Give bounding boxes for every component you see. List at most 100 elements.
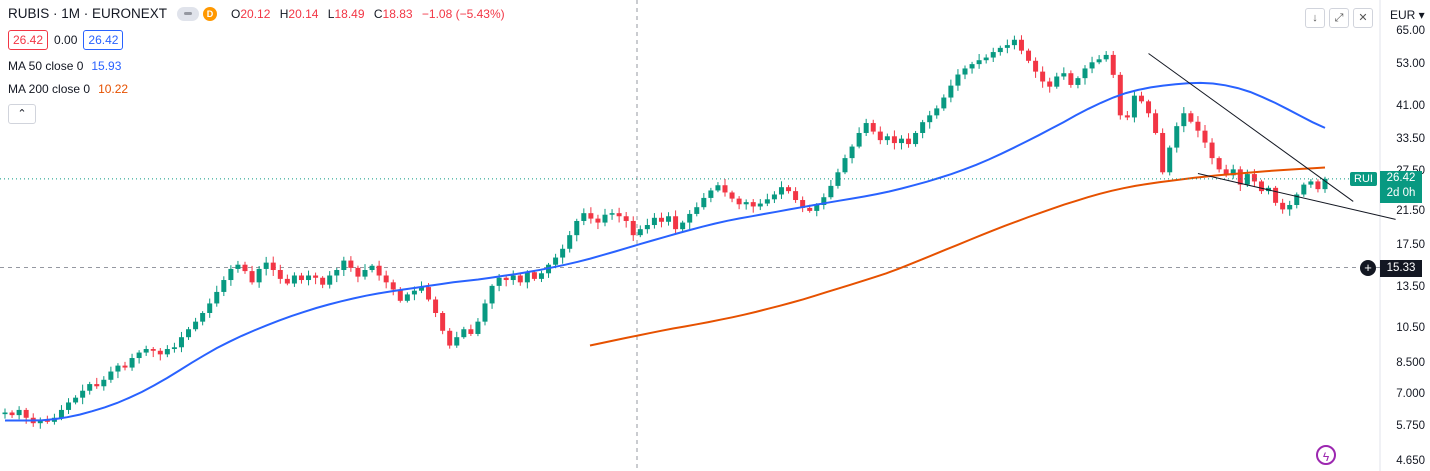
candle-body (920, 122, 926, 133)
candle-body (793, 191, 799, 201)
candle-body (171, 347, 177, 350)
candle-body (962, 68, 968, 75)
candle-body (1153, 113, 1159, 133)
candle-body (1103, 54, 1109, 60)
candle-body (807, 207, 813, 211)
candle-body (560, 248, 566, 258)
candle-body (856, 132, 862, 147)
candle-body (16, 409, 22, 416)
candle-body (320, 277, 326, 285)
candle-body (609, 213, 615, 215)
candle-body (418, 287, 424, 291)
candle-body (658, 217, 664, 222)
close-icon[interactable]: ✕ (1353, 8, 1373, 28)
candle-body (1110, 54, 1116, 75)
indicator-ma50[interactable]: MA 50 close 0 15.93 (8, 59, 511, 73)
visibility-toggle[interactable]: D (177, 6, 218, 21)
candle-body (376, 265, 382, 276)
candle-body (291, 275, 297, 284)
candle-body (955, 74, 961, 86)
price-tick-label: 17.50 (1396, 238, 1425, 251)
candle-body (221, 280, 227, 292)
candle-body (1308, 181, 1314, 185)
candle-body (1146, 101, 1152, 114)
arrow-down-icon[interactable]: ↓ (1305, 8, 1325, 28)
candle-body (863, 123, 869, 133)
candle-body (574, 220, 580, 236)
candle-body (1301, 184, 1307, 195)
candle-body (616, 213, 622, 217)
candle-body (1294, 194, 1300, 206)
candle-body (877, 131, 883, 141)
candle-body (178, 337, 184, 348)
candle-body (249, 271, 255, 283)
candle-body (313, 275, 319, 278)
candle-body (362, 270, 368, 277)
candle-body (1068, 73, 1074, 85)
candle-body (461, 329, 467, 338)
candle-body (1209, 142, 1215, 159)
candle-body (426, 287, 432, 300)
lightning-icon[interactable]: ϟ (1316, 445, 1336, 465)
symbol-title[interactable]: RUBIS · 1M · EURONEXT (8, 6, 168, 21)
candle-body (983, 57, 989, 61)
candle-body (800, 200, 806, 208)
price-tick-label: 10.50 (1396, 322, 1425, 335)
candle-body (143, 349, 149, 353)
candle-body (927, 115, 933, 123)
ohlc-open: 20.12 (240, 6, 271, 21)
candle-body (397, 289, 403, 301)
countdown-value: 2d 0h (1386, 186, 1416, 199)
plus-icon[interactable]: + (1360, 259, 1376, 276)
candle-body (786, 187, 792, 192)
ohlc-high-key: H (279, 6, 289, 21)
indicator-ma200-value: 10.22 (98, 82, 129, 96)
candle-body (355, 267, 361, 277)
candle-body (1054, 76, 1060, 87)
candle-body (764, 199, 770, 204)
candle-body (1124, 115, 1130, 118)
indicator-ma50-label: MA 50 close 0 (8, 59, 84, 73)
candle-body (835, 172, 841, 186)
candle-body (1018, 39, 1024, 51)
candle-body (997, 47, 1003, 53)
price-tick-label: 33.50 (1396, 133, 1425, 146)
candle-body (440, 312, 446, 331)
candle-body (37, 420, 43, 424)
candle-body (891, 136, 897, 144)
candle-body (750, 202, 756, 207)
collapse-legend-button[interactable]: ⌃ (8, 104, 36, 124)
candle-body (1216, 158, 1222, 170)
expand-icon[interactable]: ⤢ (1329, 8, 1349, 28)
candle-body (588, 213, 594, 219)
candle-body (164, 349, 170, 355)
ohlc-low-key: L (327, 6, 335, 21)
last-price-tag: 26.42 2d 0h (1380, 170, 1422, 203)
candle-body (327, 275, 333, 285)
candle-body (1131, 95, 1137, 118)
delayed-badge: D (203, 6, 218, 21)
candle-body (256, 268, 262, 283)
candle-body (934, 108, 940, 116)
candle-body (157, 350, 163, 355)
candle-body (108, 371, 114, 380)
candle-body (948, 85, 954, 98)
candle-body (454, 337, 460, 346)
candle-body (644, 225, 650, 230)
ohlc-values: O20.12 H20.14 L18.49 C18.83 −1.08 (−5.43… (231, 7, 511, 21)
currency-selector[interactable]: EUR ▾ (1390, 8, 1425, 22)
candle-body (602, 214, 608, 223)
candle-body (884, 136, 890, 141)
candle-body (941, 97, 947, 109)
candle-body (66, 402, 72, 410)
ask-price[interactable]: 26.42 (83, 30, 124, 50)
candle-body (842, 158, 848, 173)
candle-body (193, 321, 199, 330)
indicator-ma200[interactable]: MA 200 close 0 10.22 (8, 82, 511, 96)
price-tick-label: 4.650 (1396, 455, 1425, 467)
price-tick-label: 65.00 (1396, 25, 1425, 38)
candle-body (1047, 81, 1053, 87)
bid-price[interactable]: 26.42 (8, 30, 49, 50)
candle-body (306, 275, 312, 281)
